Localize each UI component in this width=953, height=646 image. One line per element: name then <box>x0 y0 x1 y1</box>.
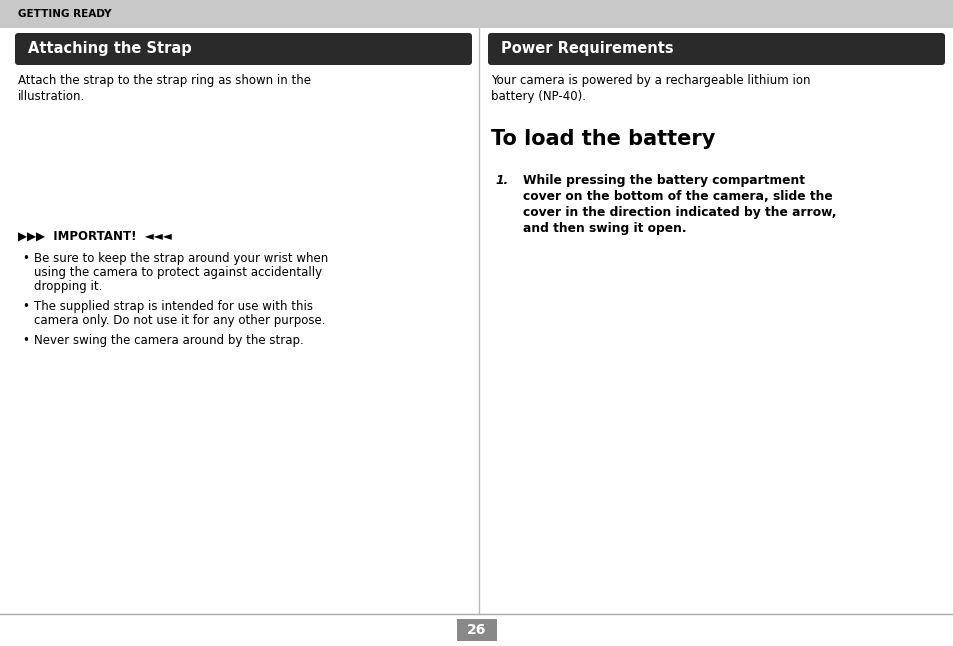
Text: To load the battery: To load the battery <box>491 129 715 149</box>
Text: Attaching the Strap: Attaching the Strap <box>28 41 192 56</box>
Text: camera only. Do not use it for any other purpose.: camera only. Do not use it for any other… <box>34 314 325 327</box>
Text: battery (NP-40).: battery (NP-40). <box>491 90 585 103</box>
Bar <box>0 0 953 28</box>
Text: While pressing the battery compartment: While pressing the battery compartment <box>522 174 804 187</box>
Text: cover in the direction indicated by the arrow,: cover in the direction indicated by the … <box>522 206 836 219</box>
Text: 26: 26 <box>467 623 486 637</box>
Bar <box>456 619 497 641</box>
Text: Be sure to keep the strap around your wrist when: Be sure to keep the strap around your wr… <box>34 252 328 265</box>
Text: Power Requirements: Power Requirements <box>500 41 673 56</box>
Text: cover on the bottom of the camera, slide the: cover on the bottom of the camera, slide… <box>522 190 832 203</box>
FancyBboxPatch shape <box>15 33 472 65</box>
Text: illustration.: illustration. <box>18 90 85 103</box>
Text: using the camera to protect against accidentally: using the camera to protect against acci… <box>34 266 322 279</box>
Text: GETTING READY: GETTING READY <box>18 9 112 19</box>
Text: Your camera is powered by a rechargeable lithium ion: Your camera is powered by a rechargeable… <box>491 74 810 87</box>
FancyBboxPatch shape <box>488 33 944 65</box>
Text: ▶▶▶  IMPORTANT!  ◄◄◄: ▶▶▶ IMPORTANT! ◄◄◄ <box>18 230 172 243</box>
Text: Attach the strap to the strap ring as shown in the: Attach the strap to the strap ring as sh… <box>18 74 311 87</box>
Text: •: • <box>22 300 29 313</box>
Text: •: • <box>22 334 29 347</box>
Text: The supplied strap is intended for use with this: The supplied strap is intended for use w… <box>34 300 313 313</box>
Text: and then swing it open.: and then swing it open. <box>522 222 686 235</box>
Text: •: • <box>22 252 29 265</box>
Text: 1.: 1. <box>495 174 508 187</box>
Text: dropping it.: dropping it. <box>34 280 102 293</box>
Text: Never swing the camera around by the strap.: Never swing the camera around by the str… <box>34 334 303 347</box>
